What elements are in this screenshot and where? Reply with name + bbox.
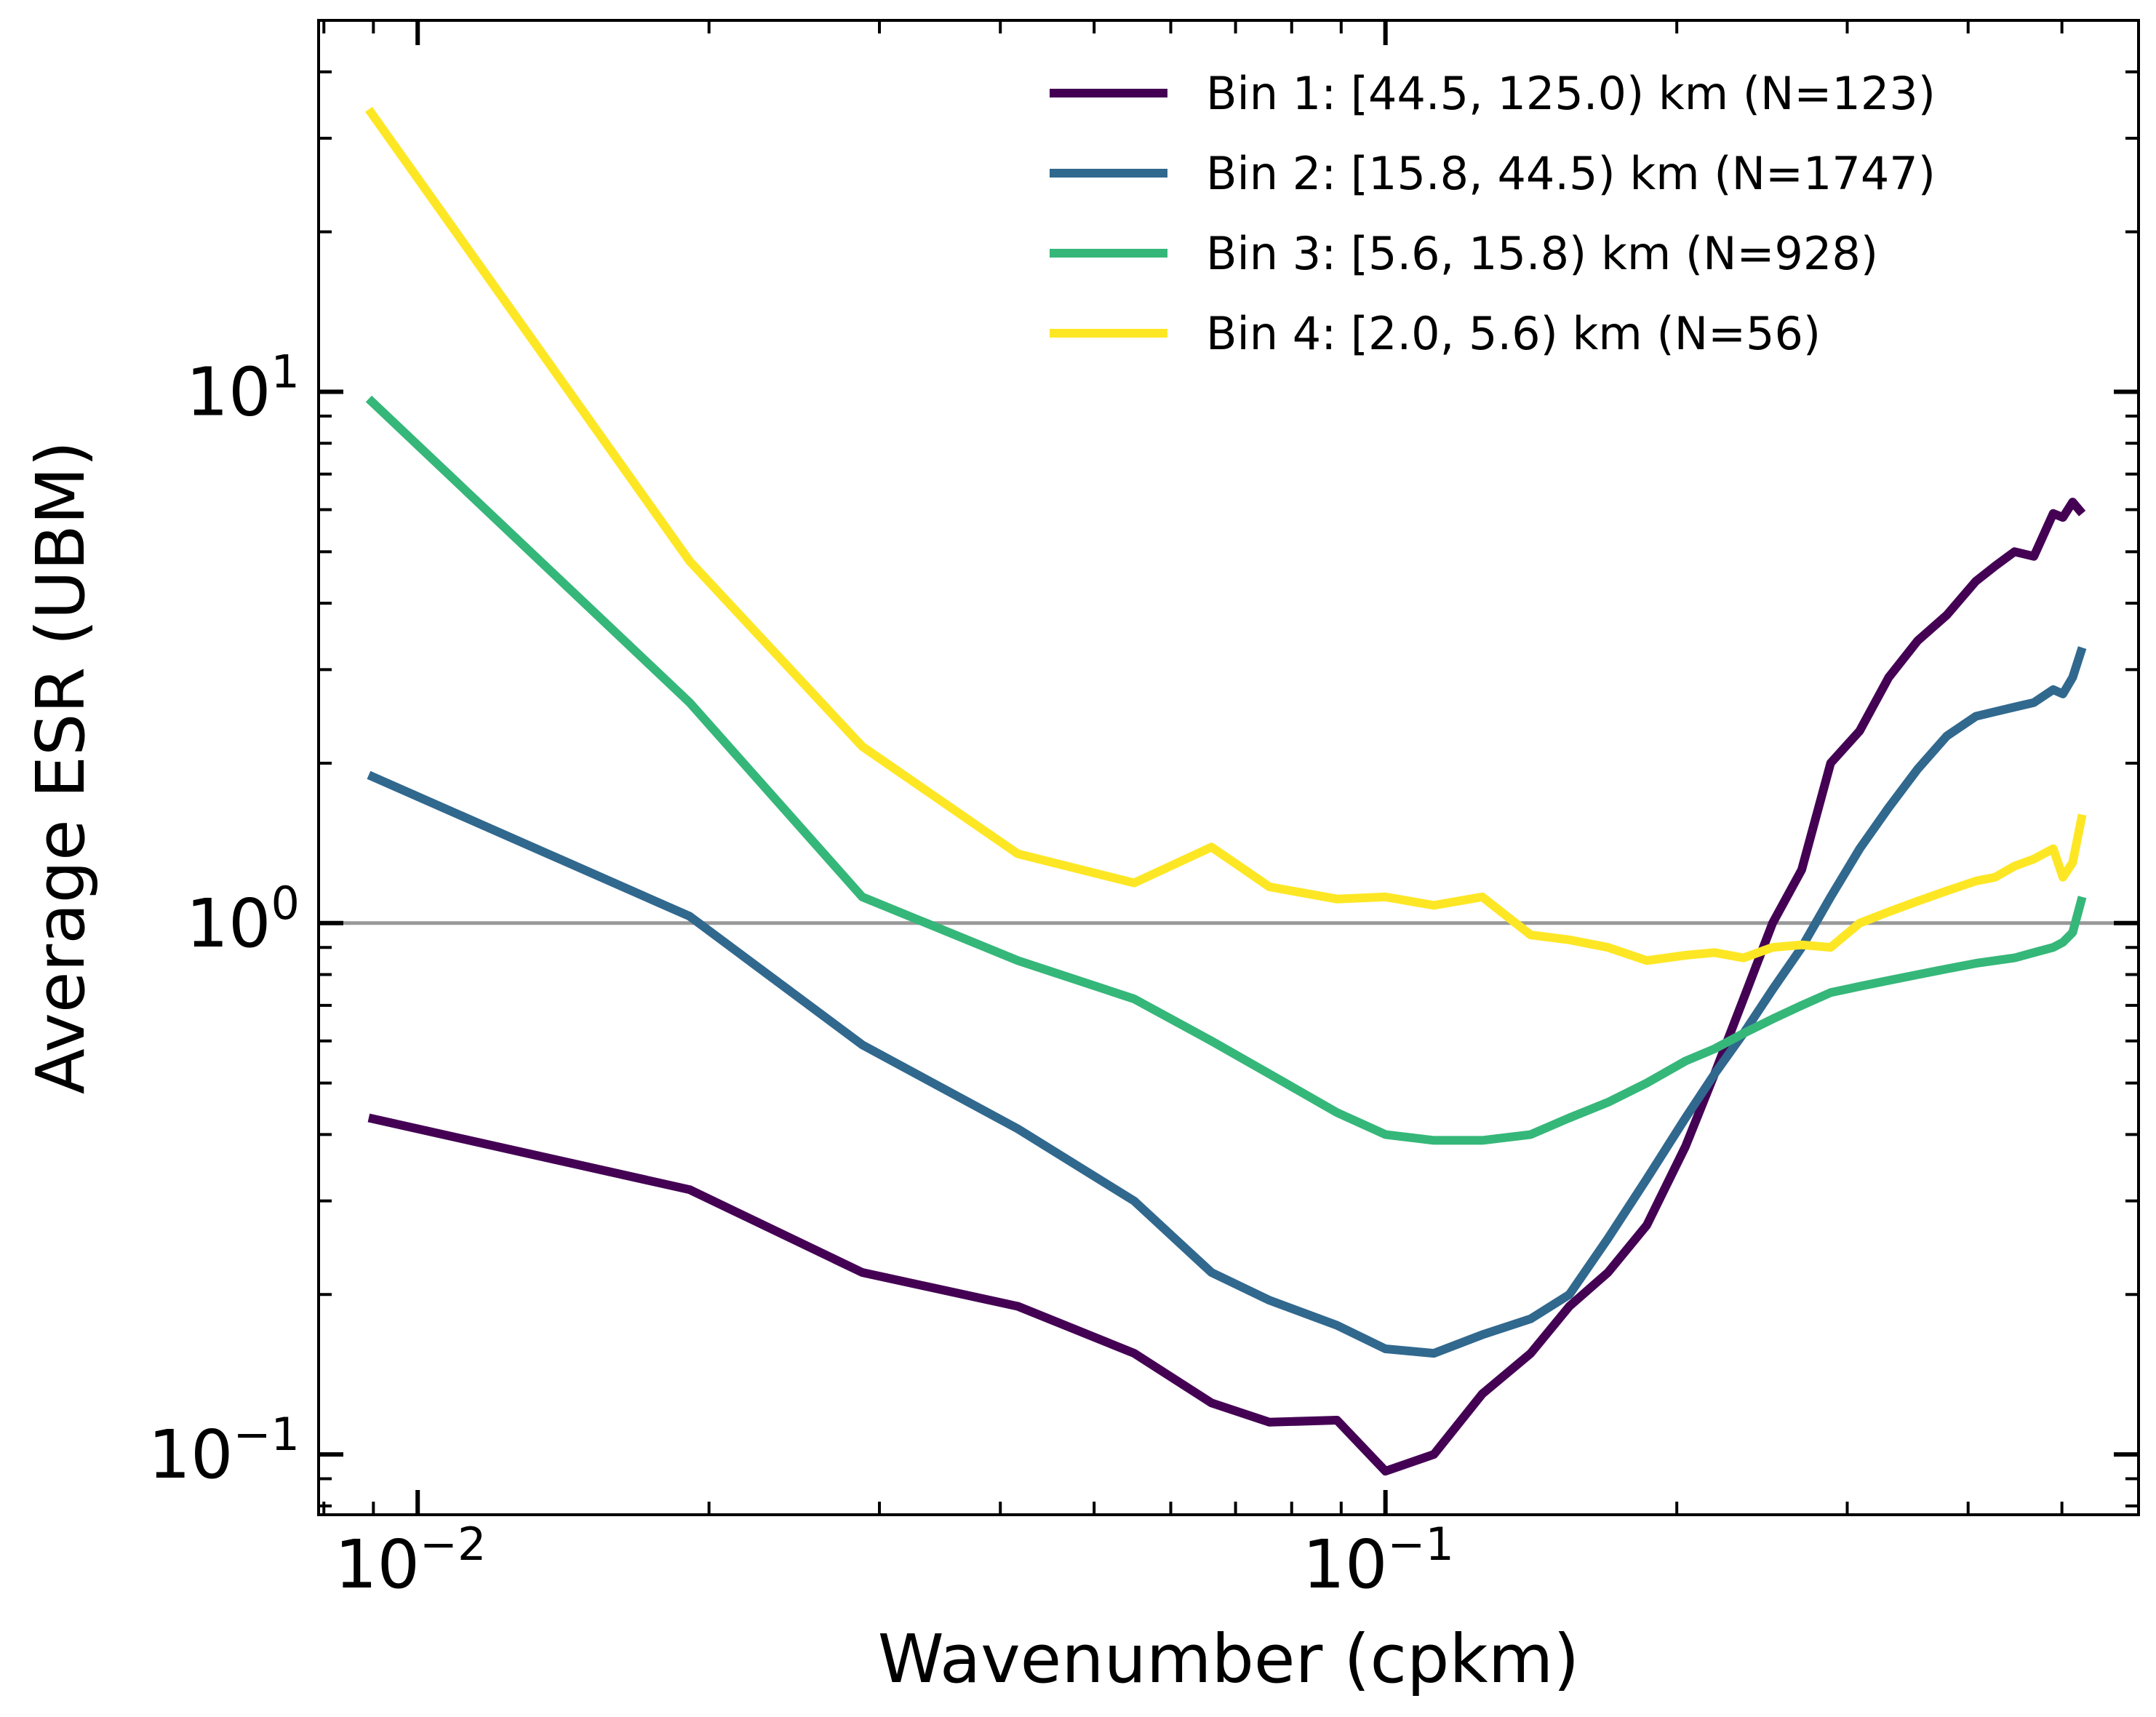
y-tick-label: 100 [185,877,300,963]
tick-labels-layer: 10−2 10−1 10−1 100 101 [148,345,1454,1604]
legend-label-bin-2: Bin 2: [15.8, 44.5) km (N=1747) [1206,147,1936,200]
series-line-bin-4 [365,106,2087,965]
series-line-bin-2 [367,646,2087,1358]
plot-frame [317,19,2140,1516]
series-layer [365,106,2087,1476]
x-tick-label: 10−1 [1302,1518,1453,1604]
y-tick-label: 101 [185,345,300,431]
ticks-layer [319,20,2139,1515]
legend-label-bin-1: Bin 1: [44.5, 125.0) km (N=123) [1206,67,1936,120]
y-tick-label: 10−1 [148,1408,300,1494]
legend: Bin 1: [44.5, 125.0) km (N=123) Bin 2: [1… [1050,67,1936,360]
legend-label-bin-4: Bin 4: [2.0, 5.6) km (N=56) [1206,307,1821,360]
legend-label-bin-3: Bin 3: [5.6, 15.8) km (N=928) [1206,227,1878,280]
x-tick-label: 10−2 [335,1518,486,1604]
y-axis-label: Average ESR (UBM) [22,441,100,1094]
x-axis-label: Wavenumber (cpkm) [878,1620,1579,1698]
series-line-bin-3 [365,395,2087,1145]
